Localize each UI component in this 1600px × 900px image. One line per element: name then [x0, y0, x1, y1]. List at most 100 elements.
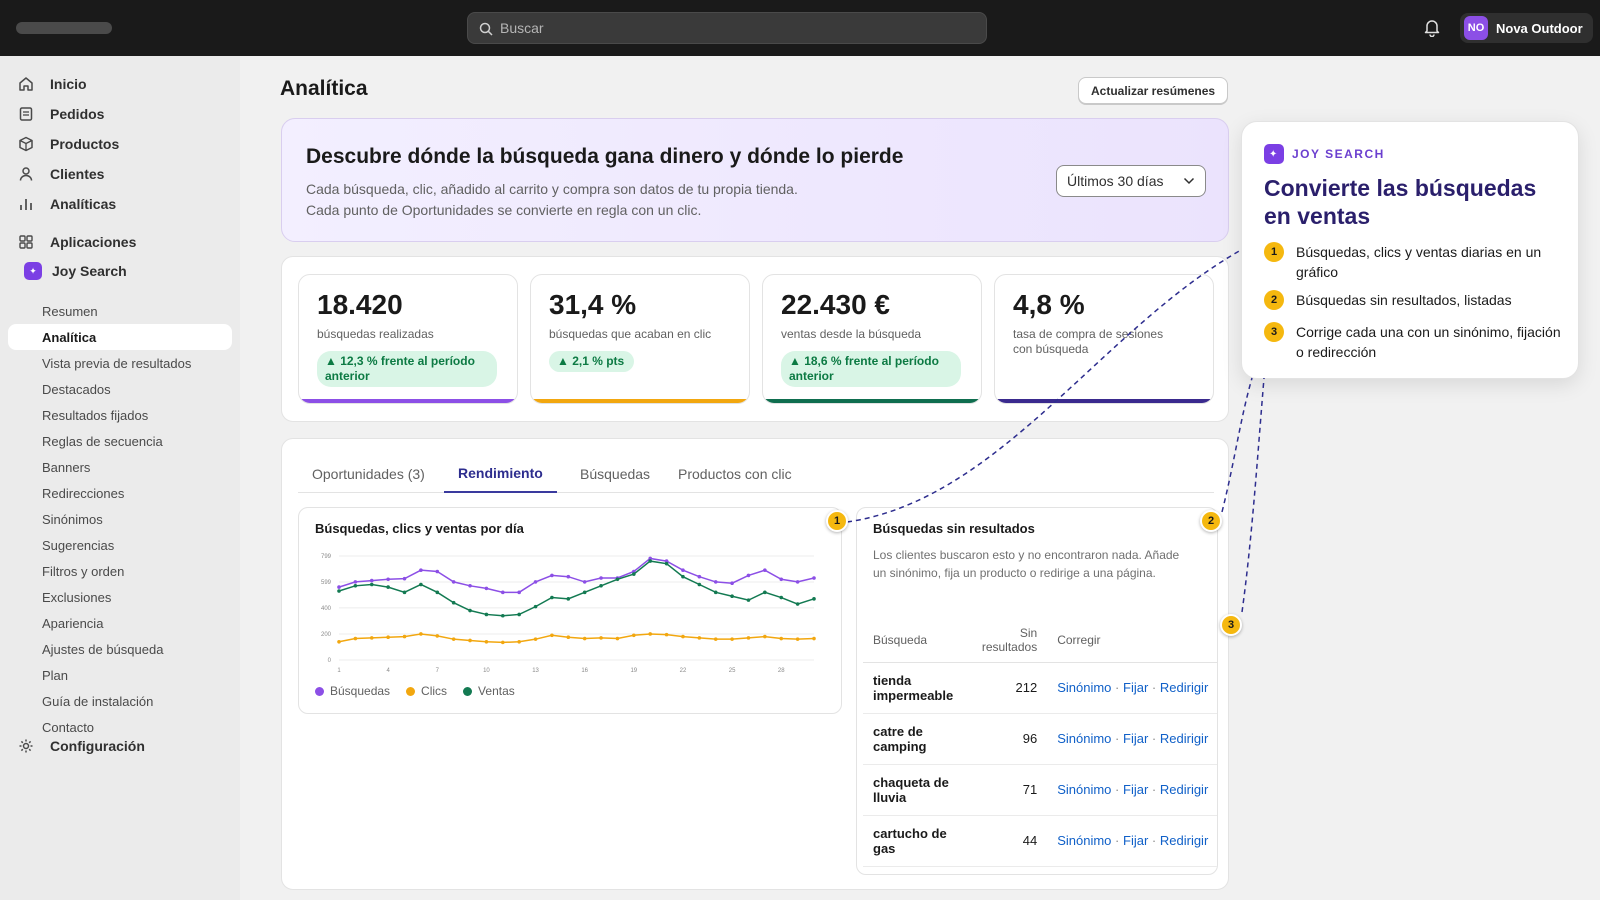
sidebar-item-clientes[interactable]: Clientes: [8, 160, 232, 188]
data-point-sales[interactable]: [353, 584, 358, 588]
data-point-clicks[interactable]: [664, 632, 669, 637]
sidebar-item-configuracion[interactable]: Configuración: [8, 732, 232, 760]
data-point-sales[interactable]: [730, 594, 734, 599]
search-bar[interactable]: [467, 12, 987, 44]
sidebar-subitem[interactable]: Destacados: [42, 381, 111, 397]
data-point-searches[interactable]: [746, 573, 751, 578]
data-point-searches[interactable]: [664, 559, 669, 563]
data-point-sales[interactable]: [599, 584, 603, 588]
bell-icon[interactable]: [1424, 19, 1440, 37]
sidebar-subitem[interactable]: Reglas de secuencia: [42, 433, 163, 449]
data-point-clicks[interactable]: [713, 637, 718, 641]
synonym-link[interactable]: Sinónimo: [1057, 731, 1112, 746]
data-point-clicks[interactable]: [386, 635, 390, 640]
data-point-searches[interactable]: [812, 576, 816, 580]
data-point-sales[interactable]: [402, 590, 407, 595]
sidebar-subitem[interactable]: Apariencia: [42, 615, 104, 631]
data-point-searches[interactable]: [779, 577, 784, 582]
refresh-summaries-button[interactable]: Actualizar resúmenes: [1078, 77, 1229, 104]
sidebar-item-pedidos[interactable]: Pedidos: [8, 100, 232, 128]
data-point-clicks[interactable]: [517, 639, 521, 644]
sidebar-subitem[interactable]: Redirecciones: [42, 485, 125, 501]
sidebar-item-aplicaciones[interactable]: Aplicaciones: [8, 228, 232, 256]
data-point-searches[interactable]: [517, 590, 521, 595]
data-point-searches[interactable]: [435, 569, 440, 574]
sidebar-subitem[interactable]: Resumen: [42, 303, 98, 319]
data-point-sales[interactable]: [681, 574, 685, 579]
data-point-searches[interactable]: [681, 568, 685, 572]
data-point-sales[interactable]: [468, 608, 472, 613]
data-point-searches[interactable]: [451, 580, 456, 584]
data-point-sales[interactable]: [615, 577, 620, 582]
data-point-searches[interactable]: [713, 580, 718, 584]
data-point-clicks[interactable]: [697, 636, 702, 640]
data-point-sales[interactable]: [566, 597, 571, 601]
pin-link[interactable]: Fijar: [1123, 782, 1149, 797]
data-point-searches[interactable]: [337, 585, 341, 589]
data-point-searches[interactable]: [500, 590, 505, 595]
data-point-clicks[interactable]: [795, 637, 800, 641]
data-point-sales[interactable]: [500, 613, 505, 618]
period-select[interactable]: Últimos 30 días: [1056, 165, 1206, 197]
synonym-link[interactable]: Sinónimo: [1057, 782, 1112, 797]
data-point-searches[interactable]: [795, 580, 800, 584]
redirect-link[interactable]: Redirigir: [1159, 731, 1209, 746]
data-point-sales[interactable]: [517, 612, 521, 617]
data-point-clicks[interactable]: [730, 637, 734, 641]
data-point-searches[interactable]: [402, 576, 407, 581]
data-point-sales[interactable]: [763, 590, 767, 595]
data-point-clicks[interactable]: [500, 640, 505, 645]
data-point-clicks[interactable]: [451, 637, 456, 641]
data-point-clicks[interactable]: [369, 636, 374, 640]
redirect-link[interactable]: Redirigir: [1159, 782, 1209, 797]
data-point-searches[interactable]: [763, 568, 767, 572]
data-point-sales[interactable]: [697, 582, 702, 587]
data-point-sales[interactable]: [713, 590, 718, 595]
data-point-sales[interactable]: [582, 590, 587, 595]
sidebar-subitem[interactable]: Guía de instalación: [42, 693, 154, 709]
data-point-clicks[interactable]: [550, 633, 554, 638]
data-point-clicks[interactable]: [566, 635, 571, 640]
pin-link[interactable]: Fijar: [1123, 731, 1149, 746]
data-point-sales[interactable]: [419, 582, 423, 587]
data-point-sales[interactable]: [386, 585, 390, 589]
data-point-sales[interactable]: [369, 582, 374, 587]
data-point-clicks[interactable]: [337, 639, 341, 644]
data-point-clicks[interactable]: [484, 639, 489, 644]
data-point-searches[interactable]: [386, 577, 390, 582]
data-point-searches[interactable]: [599, 576, 603, 580]
data-point-sales[interactable]: [533, 604, 538, 609]
sidebar-subitem[interactable]: Sinónimos: [42, 511, 103, 527]
legend-item[interactable]: Ventas: [463, 684, 515, 698]
sidebar-subitem[interactable]: Resultados fijados: [42, 407, 149, 423]
search-input[interactable]: [500, 13, 970, 43]
redirect-link[interactable]: Redirigir: [1159, 833, 1209, 848]
data-point-searches[interactable]: [353, 580, 358, 584]
data-point-clicks[interactable]: [599, 636, 603, 640]
data-point-sales[interactable]: [812, 597, 816, 601]
legend-item[interactable]: Clics: [406, 684, 447, 698]
tab-productos-con-clic[interactable]: Productos con clic: [678, 466, 792, 482]
redirect-link[interactable]: Redirigir: [1159, 680, 1209, 695]
data-point-clicks[interactable]: [812, 636, 816, 641]
sidebar-subitem[interactable]: Filtros y orden: [42, 563, 125, 579]
data-point-searches[interactable]: [369, 578, 374, 583]
data-point-clicks[interactable]: [648, 632, 653, 636]
data-point-sales[interactable]: [337, 589, 341, 593]
sidebar-subitem[interactable]: Analítica: [8, 324, 232, 350]
sidebar-item-productos[interactable]: Productos: [8, 130, 232, 158]
data-point-sales[interactable]: [648, 559, 653, 563]
sidebar-subitem[interactable]: Ajustes de búsqueda: [42, 641, 164, 657]
data-point-searches[interactable]: [632, 569, 636, 574]
sidebar-subitem[interactable]: Exclusiones: [42, 589, 112, 605]
data-point-sales[interactable]: [779, 595, 784, 600]
synonym-link[interactable]: Sinónimo: [1057, 833, 1112, 848]
data-point-clicks[interactable]: [533, 637, 538, 641]
data-point-clicks[interactable]: [353, 636, 358, 641]
data-point-searches[interactable]: [419, 568, 423, 572]
data-point-clicks[interactable]: [468, 638, 472, 643]
data-point-sales[interactable]: [435, 590, 440, 595]
data-point-searches[interactable]: [566, 574, 571, 579]
data-point-clicks[interactable]: [402, 634, 407, 639]
synonym-link[interactable]: Sinónimo: [1057, 680, 1112, 695]
